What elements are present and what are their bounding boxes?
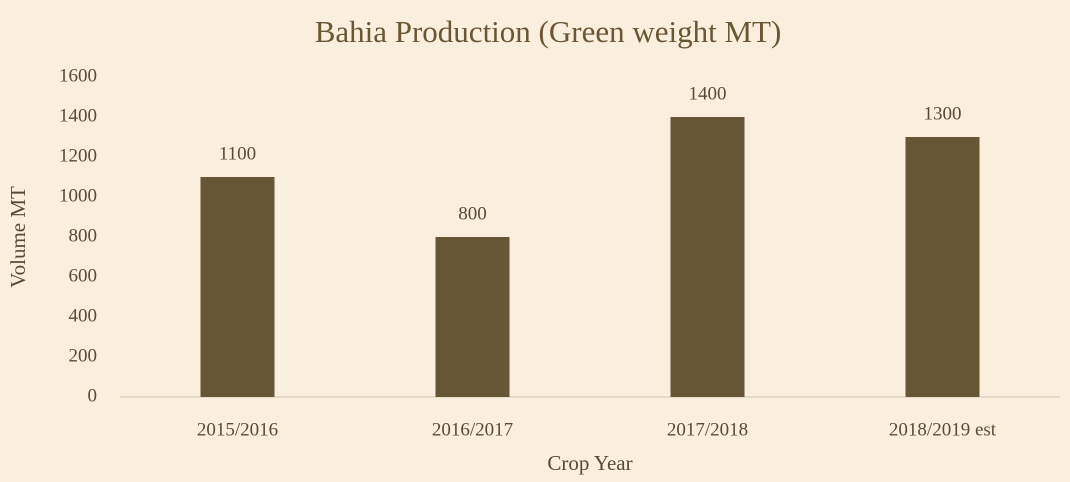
y-tick-label: 200 — [69, 345, 98, 366]
chart-title: Bahia Production (Green weight MT) — [315, 14, 782, 49]
y-tick-label: 0 — [88, 385, 98, 406]
y-tick-label: 800 — [69, 225, 98, 246]
x-tick-label: 2017/2018 — [667, 419, 748, 440]
y-axis-title: Volume MT — [6, 186, 30, 288]
x-tick-label: 2015/2016 — [197, 419, 278, 440]
y-tick-label: 400 — [69, 305, 98, 326]
data-label: 1400 — [689, 83, 727, 104]
x-tick-label: 2016/2017 — [432, 419, 513, 440]
bar — [670, 117, 745, 397]
bar — [200, 177, 275, 397]
y-tick-label: 1600 — [59, 65, 97, 86]
bar — [435, 237, 510, 397]
data-label: 1100 — [219, 143, 256, 164]
data-label: 1300 — [924, 103, 962, 124]
bar — [905, 137, 980, 397]
y-tick-label: 600 — [69, 265, 98, 286]
y-tick-label: 1000 — [59, 185, 97, 206]
x-tick-label: 2018/2019 est — [889, 419, 997, 440]
data-label: 800 — [458, 203, 487, 224]
y-tick-label: 1400 — [59, 105, 97, 126]
y-tick-label: 1200 — [59, 145, 97, 166]
x-axis-title: Crop Year — [547, 451, 632, 475]
